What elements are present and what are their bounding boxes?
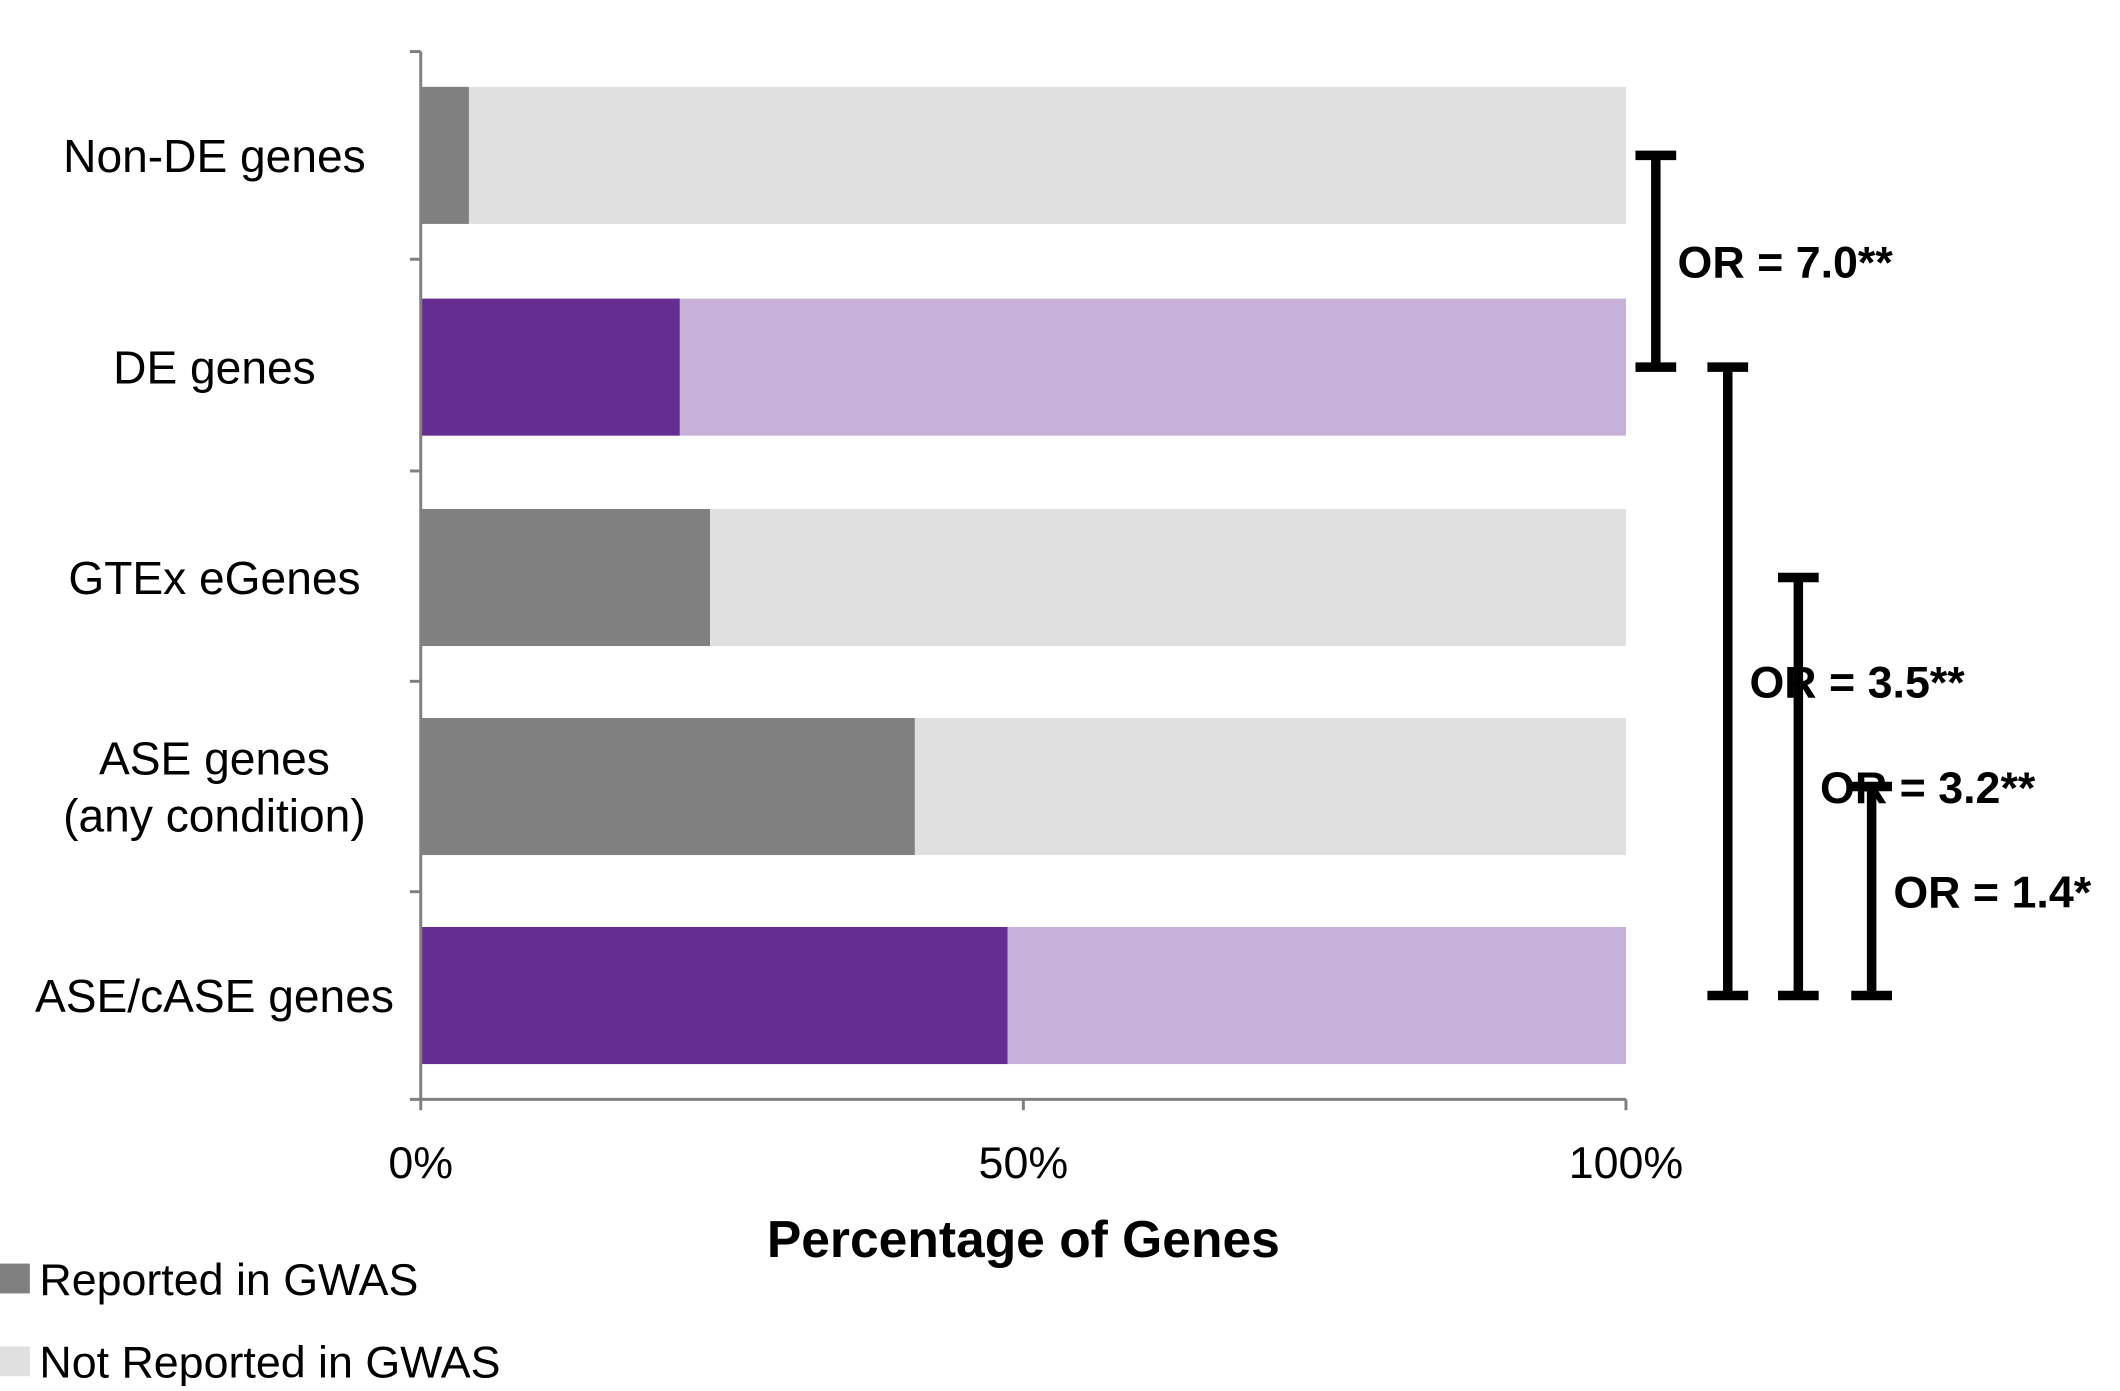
or-bracket-2: OR = 3.2** bbox=[1777, 572, 2036, 1001]
bar-reported-0 bbox=[420, 86, 469, 224]
bars-layer bbox=[420, 86, 1626, 1065]
bar-not-reported-0 bbox=[468, 86, 1626, 224]
category-labels: Non-DE genes DE genes GTEx eGenes ASE genes… bbox=[35, 130, 394, 1022]
legend-label-0: Reported in GWAS bbox=[39, 1255, 418, 1305]
category-label-2: GTEx eGenes bbox=[68, 552, 360, 604]
legend: Reported in GWAS Not Reported in GWAS bbox=[0, 1255, 500, 1388]
bar-not-reported-3 bbox=[914, 717, 1626, 856]
significance-brackets: OR = 7.0** OR = 3.5**OR = 3.2**OR = 1.4* bbox=[1635, 150, 2092, 1001]
x-axis-title: Percentage of Genes bbox=[767, 1210, 1280, 1268]
x-tick-label-0: 0% bbox=[388, 1138, 453, 1188]
bar-not-reported-2 bbox=[709, 508, 1626, 647]
legend-label-1: Not Reported in GWAS bbox=[39, 1338, 500, 1386]
or-bracket-3: OR = 1.4* bbox=[1851, 781, 2092, 1001]
category-label-4: ASE/cASE genes bbox=[35, 970, 394, 1022]
bar-reported-1 bbox=[420, 298, 680, 436]
x-tick-label-1: 50% bbox=[979, 1138, 1069, 1188]
x-tick-label-2: 100% bbox=[1569, 1138, 1684, 1188]
category-label-3-line-1: (any condition) bbox=[63, 790, 366, 842]
bar-reported-4 bbox=[420, 926, 1008, 1065]
or-bracket-1: OR = 3.5** bbox=[1707, 362, 1965, 1001]
axis-layer: 0% 50% 100% Percentage of Genes bbox=[388, 50, 1684, 1268]
category-label-0: Non-DE genes bbox=[63, 130, 366, 182]
bar-not-reported-1 bbox=[679, 298, 1626, 436]
bar-not-reported-4 bbox=[1007, 926, 1626, 1065]
or-label-1: OR = 3.5** bbox=[1749, 658, 1965, 708]
bar-reported-3 bbox=[420, 717, 915, 856]
or-label-3: OR = 1.4* bbox=[1893, 867, 2091, 917]
legend-swatch-0 bbox=[0, 1263, 30, 1294]
category-label-1: DE genes bbox=[113, 342, 316, 394]
category-label-3-line-0: ASE genes bbox=[99, 733, 330, 785]
or-bracket-0: OR = 7.0** bbox=[1635, 150, 1894, 372]
legend-swatch-1 bbox=[0, 1346, 30, 1377]
bar-reported-2 bbox=[420, 508, 710, 647]
or-label-0: OR = 7.0** bbox=[1678, 238, 1894, 288]
